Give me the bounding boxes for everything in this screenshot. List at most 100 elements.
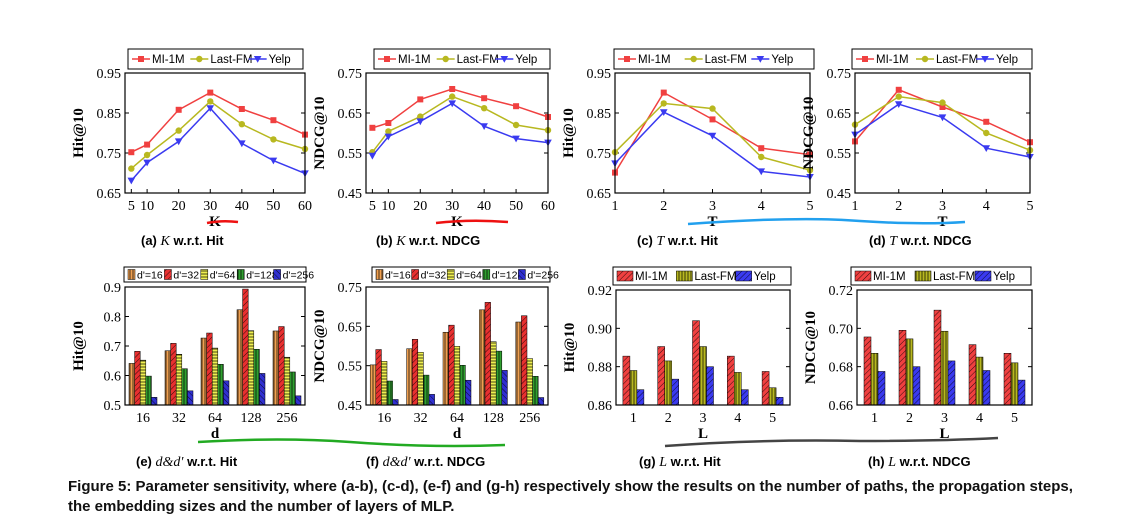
y-axis-label: Hit@10 bbox=[71, 321, 87, 371]
bar-hatch bbox=[496, 351, 502, 405]
bar-hatch bbox=[417, 352, 424, 405]
x-tick-label: 50 bbox=[509, 199, 523, 214]
bar-hatch bbox=[295, 395, 301, 405]
bar-hatch bbox=[532, 376, 539, 405]
plot-frame bbox=[614, 72, 811, 194]
bar-hatch bbox=[899, 330, 906, 405]
data-point bbox=[384, 133, 393, 141]
x-tick-label: 3 bbox=[709, 199, 716, 214]
data-point bbox=[758, 153, 765, 161]
legend-label: Yelp bbox=[996, 54, 1018, 66]
legend-swatch-hatch bbox=[915, 271, 931, 281]
legend-label: Yelp bbox=[269, 54, 291, 66]
plot-frame bbox=[854, 72, 1031, 194]
y-tick-label: 0.55 bbox=[338, 360, 363, 375]
x-tick-label: 2 bbox=[895, 199, 902, 214]
data-point bbox=[207, 98, 214, 105]
bar-hatch bbox=[151, 397, 157, 405]
data-point bbox=[513, 103, 520, 110]
legend-marker bbox=[442, 55, 449, 63]
y-tick-label: 0.5 bbox=[104, 399, 122, 414]
y-tick-label: 0.68 bbox=[829, 361, 854, 376]
legend: MI-1M Last-FM Yelp bbox=[613, 48, 815, 70]
legend-swatch-hatch bbox=[237, 269, 245, 280]
data-point bbox=[512, 135, 520, 143]
x-tick-label: 16 bbox=[136, 411, 150, 426]
x-tick-label: 5 bbox=[1027, 199, 1034, 214]
data-point bbox=[982, 145, 991, 152]
data-point bbox=[207, 89, 214, 96]
data-point bbox=[127, 177, 136, 185]
legend-swatch-hatch bbox=[128, 269, 135, 280]
bar-hatch bbox=[217, 364, 224, 405]
data-point bbox=[369, 124, 376, 131]
bar-hatch bbox=[727, 356, 735, 405]
legend-marker bbox=[138, 56, 144, 62]
data-point bbox=[143, 151, 151, 159]
y-tick-label: 0.45 bbox=[338, 187, 363, 202]
x-tick-label: 3 bbox=[939, 199, 946, 214]
legend-label: d'=16 bbox=[385, 270, 411, 282]
x-tick-label: 2 bbox=[665, 411, 672, 426]
bar-hatch bbox=[284, 357, 290, 405]
x-tick-label: 256 bbox=[277, 411, 298, 426]
legend-label: Yelp bbox=[993, 271, 1015, 283]
y-tick-label: 0.75 bbox=[338, 281, 363, 296]
legend-box bbox=[613, 48, 815, 70]
subfigure-caption: (e) d&d′ w.r.t. Hit bbox=[136, 454, 238, 470]
data-point bbox=[709, 105, 716, 112]
bar-hatch bbox=[134, 351, 141, 405]
bar-hatch bbox=[201, 338, 207, 405]
x-tick-label: 1 bbox=[871, 411, 878, 426]
y-tick-label: 0.9 bbox=[104, 281, 122, 296]
x-tick-label: 5 bbox=[128, 199, 135, 214]
bar-hatch bbox=[983, 370, 990, 405]
legend-swatch-hatch bbox=[411, 269, 419, 280]
x-tick-label: 40 bbox=[235, 199, 249, 214]
x-tick-label: 64 bbox=[208, 411, 222, 426]
bar-hatch bbox=[181, 368, 188, 405]
bar-hatch bbox=[289, 371, 296, 405]
data-point bbox=[417, 96, 424, 103]
y-tick-label: 0.65 bbox=[338, 320, 363, 335]
data-point bbox=[449, 86, 456, 92]
x-tick-label: 5 bbox=[807, 199, 814, 214]
x-tick-label: 32 bbox=[414, 411, 428, 426]
bar-hatch bbox=[948, 360, 955, 405]
data-point bbox=[238, 121, 246, 128]
y-tick-label: 0.85 bbox=[97, 107, 122, 122]
chart-h: 0.66 0.68 0.70 0.72 NDCG@10 1 2 3 4 5 L MI-1M Last-F… bbox=[803, 266, 1033, 470]
y-axis-label: NDCG@10 bbox=[312, 309, 328, 382]
bar-hatch bbox=[448, 325, 455, 405]
series-line-last-fm bbox=[371, 95, 549, 153]
bar-hatch bbox=[769, 387, 777, 405]
legend-swatch-hatch bbox=[676, 271, 693, 281]
legend: MI-1M Last-FM Yelp bbox=[373, 48, 551, 70]
bar-hatch bbox=[515, 322, 522, 405]
x-tick-label: 1 bbox=[612, 199, 619, 214]
legend-box bbox=[851, 48, 1033, 70]
data-point bbox=[939, 99, 946, 106]
y-tick-label: 0.65 bbox=[587, 187, 612, 202]
data-point bbox=[660, 89, 667, 96]
data-point bbox=[449, 93, 456, 100]
legend-label: Yelp bbox=[515, 54, 537, 66]
bar-hatch bbox=[864, 336, 871, 405]
legend-box bbox=[127, 48, 304, 70]
bar-hatch bbox=[170, 343, 177, 405]
y-tick-label: 0.55 bbox=[338, 147, 363, 162]
subfigure-caption: (c) T w.r.t. Hit bbox=[637, 233, 719, 249]
legend-label: MI-1M bbox=[876, 54, 909, 66]
y-axis-label: NDCG@10 bbox=[312, 96, 328, 169]
legend-label: MI-1M bbox=[635, 271, 668, 283]
x-tick-label: 10 bbox=[140, 199, 154, 214]
legend-label: Last-FM bbox=[210, 54, 252, 66]
x-tick-label: 1 bbox=[630, 411, 637, 426]
y-tick-label: 0.65 bbox=[827, 107, 852, 122]
bar-hatch bbox=[387, 381, 393, 405]
legend-swatch-hatch bbox=[735, 271, 752, 281]
y-tick-label: 0.6 bbox=[104, 370, 122, 385]
bar-hatch bbox=[429, 394, 435, 405]
